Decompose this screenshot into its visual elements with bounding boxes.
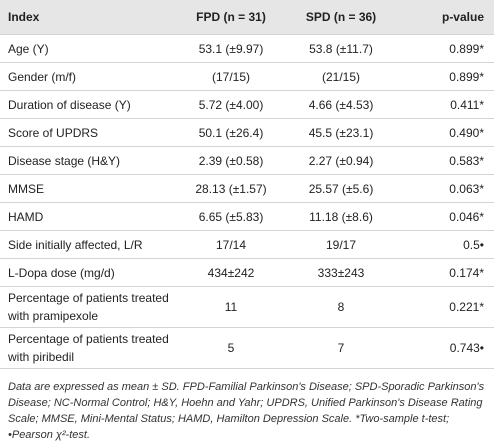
table-cell: 7 [286,327,396,369]
table-cell: 25.57 (±5.6) [286,174,396,203]
table-cell: 0.899* [396,34,494,63]
row-label: L-Dopa dose (mg/d) [0,258,176,287]
data-table: Index FPD (n = 31) SPD (n = 36) p-value Age… [0,0,494,369]
table-body: Age (Y) 53.1 (±9.97) 53.8 (±11.7) 0.899* Gen… [0,34,494,369]
table-cell: 5.72 (±4.00) [176,90,286,119]
table-cell: 0.046* [396,202,494,231]
table-cell: 53.1 (±9.97) [176,34,286,63]
table-row: Percentage of patients treated with pram… [0,286,494,328]
table-cell: 28.13 (±1.57) [176,174,286,203]
table-cell: 0.221* [396,286,494,328]
header-cell: p-value [396,0,494,35]
table-cell: 0.063* [396,174,494,203]
row-label: Duration of disease (Y) [0,90,176,119]
table-row: Score of UPDRS 50.1 (±26.4) 45.5 (±23.1) 0.… [0,118,494,147]
row-label: Side initially affected, L/R [0,230,176,259]
table-cell: 45.5 (±23.1) [286,118,396,147]
table-cell: 0.899* [396,62,494,91]
header-cell: FPD (n = 31) [176,0,286,35]
table-cell: 53.8 (±11.7) [286,34,396,63]
table-cell: 19/17 [286,230,396,259]
table-row: L-Dopa dose (mg/d) 434±242 333±243 0.174* [0,258,494,287]
header-cell: SPD (n = 36) [286,0,396,35]
table-row: Duration of disease (Y) 5.72 (±4.00) 4.66 … [0,90,494,119]
table-cell: 0.583* [396,146,494,175]
footnote: Data are expressed as mean ± SD. FPD-Fam… [8,381,485,441]
row-label: Age (Y) [0,34,176,63]
table-cell: 4.66 (±4.53) [286,90,396,119]
table-cell: (17/15) [176,62,286,91]
table-cell: 0.743• [396,327,494,369]
table-cell: 434±242 [176,258,286,287]
table-cell: 50.1 (±26.4) [176,118,286,147]
table-cell: 0.490* [396,118,494,147]
row-label: Percentage of patients treated with pram… [0,286,176,328]
table-cell: 6.65 (±5.83) [176,202,286,231]
row-label: Percentage of patients treated with piri… [0,327,176,369]
table-cell: 0.174* [396,258,494,287]
table-cell: 17/14 [176,230,286,259]
row-label: HAMD [0,202,176,231]
table-cell: 5 [176,327,286,369]
table-cell: 8 [286,286,396,328]
table-row: Side initially affected, L/R 17/14 19/17 0.… [0,230,494,259]
row-label: Gender (m/f) [0,62,176,91]
row-label: Disease stage (H&Y) [0,146,176,175]
table-cell: 11 [176,286,286,328]
table-cell: 0.5• [396,230,494,259]
table-header: Index FPD (n = 31) SPD (n = 36) p-value [0,0,494,35]
table-row: HAMD 6.65 (±5.83) 11.18 (±8.6) 0.046* [0,202,494,231]
row-label: Score of UPDRS [0,118,176,147]
header-cell: Index [0,0,176,35]
table-cell: (21/15) [286,62,396,91]
table-cell: 333±243 [286,258,396,287]
table-row: Gender (m/f) (17/15) (21/15) 0.899* [0,62,494,91]
table-cell: 2.39 (±0.58) [176,146,286,175]
table-row: Disease stage (H&Y) 2.39 (±0.58) 2.27 (±0.… [0,146,494,175]
table-row: MMSE 28.13 (±1.57) 25.57 (±5.6) 0.063* [0,174,494,203]
table-cell: 11.18 (±8.6) [286,202,396,231]
table-cell: 0.411* [396,90,494,119]
row-label: MMSE [0,174,176,203]
table-row: Percentage of patients treated with piri… [0,327,494,369]
header-row: Index FPD (n = 31) SPD (n = 36) p-value [0,0,494,35]
table-cell: 2.27 (±0.94) [286,146,396,175]
table-row: Age (Y) 53.1 (±9.97) 53.8 (±11.7) 0.899* [0,34,494,63]
